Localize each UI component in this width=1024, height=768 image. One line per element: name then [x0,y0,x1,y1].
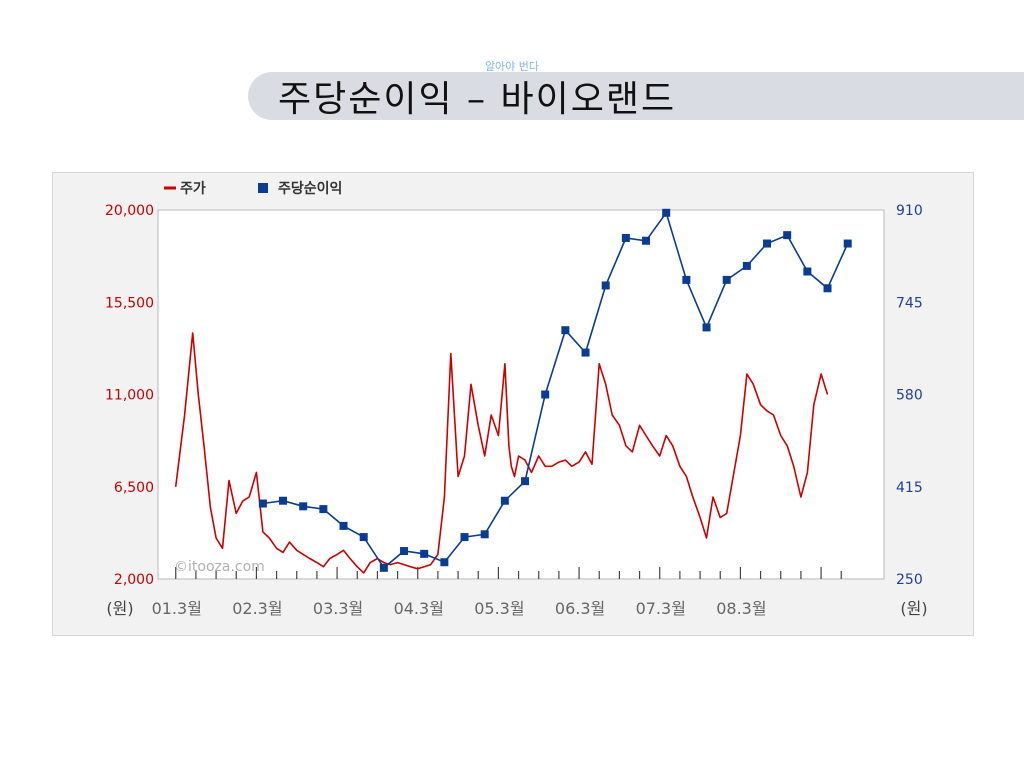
y-right-tick-label: 910 [896,203,923,219]
eps-point [258,499,267,508]
header-small-text: 알아야 번다 [484,60,540,73]
legend-label-eps: 주당순이익 [278,180,342,197]
eps-point [581,348,590,357]
x-tick-label: 07.3월 [636,599,686,618]
eps-point [621,233,630,242]
eps-point [359,533,368,542]
eps-point [521,477,530,486]
eps-point [823,284,832,293]
y-right-tick-label: 745 [896,295,923,311]
x-tick-label: 01.3월 [152,599,202,618]
y-left-tick-label: 20,000 [105,203,154,219]
eps-point [400,547,409,556]
eps-point [480,530,489,539]
eps-point [803,267,812,276]
eps-point [460,533,469,542]
eps-point [319,505,328,514]
eps-point [379,563,388,572]
series-line-price [174,332,829,574]
x-tick-label: 02.3월 [232,599,282,618]
y-left-unit-label: (원) [106,599,133,618]
x-tick-label: 05.3월 [474,599,524,618]
y-right-tick-label: 580 [896,388,923,404]
y-right-unit-label: (원) [900,599,927,618]
y-right-tick-label: 250 [896,572,923,588]
eps-point [541,390,550,399]
eps-point [601,281,610,290]
y-left-tick-label: 2,000 [114,572,154,588]
page-title: 주당순이익 – 바이오랜드 [278,79,677,120]
x-tick-label: 08.3월 [716,599,766,618]
x-tick-label: 04.3월 [394,599,444,618]
eps-point [722,275,731,284]
watermark-text: ©itooza.com [174,559,265,575]
eps-point [500,496,509,505]
eps-point [299,502,308,511]
x-tick-label: 06.3월 [555,599,605,618]
eps-point [662,208,671,217]
eps-point [763,239,772,248]
eps-point [420,549,429,558]
eps-point [702,323,711,332]
eps-price-chart: 20,000 15,500 11,000 6,500 2,000 910 745 580 415… [105,180,928,618]
x-tick-label: 03.3월 [313,599,363,618]
eps-point [682,275,691,284]
title-bar [248,72,1024,120]
eps-point [561,326,570,335]
eps-point [742,261,751,270]
legend-swatch-eps [258,183,268,193]
y-left-tick-label: 6,500 [114,480,154,496]
eps-point [279,496,288,505]
y-right-tick-label: 415 [896,480,923,496]
eps-point [642,236,651,245]
eps-point [339,521,348,530]
y-left-tick-label: 15,500 [105,295,154,311]
eps-point [440,558,449,567]
plot-area [157,209,885,580]
eps-point [783,231,792,240]
legend-label-price: 주가 [180,181,206,197]
eps-point [843,239,852,248]
y-left-tick-label: 11,000 [105,388,154,404]
